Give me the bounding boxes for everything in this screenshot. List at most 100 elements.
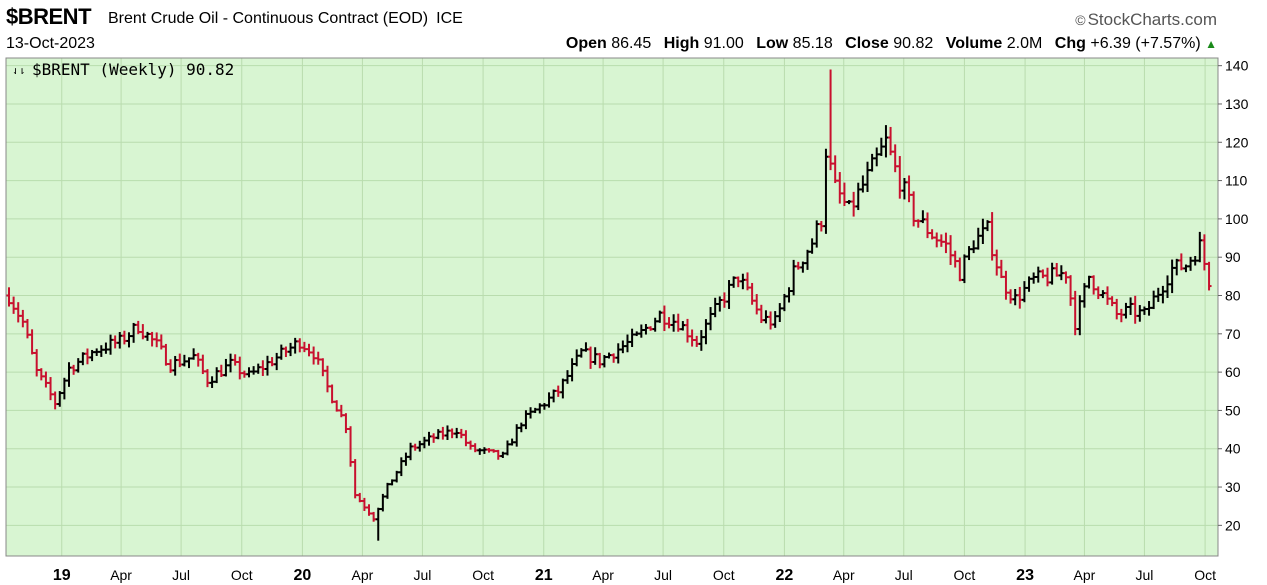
ohlc-bar: [569, 358, 575, 382]
ohlc-bar: [440, 426, 446, 440]
ohlc-bar: [1137, 305, 1143, 322]
ohlc-bar: [94, 348, 100, 356]
ohlc-bar: [412, 443, 418, 451]
ohlc-bar: [504, 440, 510, 456]
bar-chart-icon: ⇃⇂: [12, 64, 25, 77]
ohlc-bar: [860, 175, 866, 193]
brand-logo[interactable]: © StockCharts.com: [1075, 10, 1217, 30]
ohlc-bar: [1197, 231, 1203, 263]
ohlc-bar: [911, 191, 917, 227]
ohlc-bar: [906, 175, 912, 203]
brand-name: StockCharts.com: [1087, 10, 1217, 29]
ohlc-bar: [883, 125, 889, 158]
ohlc-bar: [29, 329, 35, 355]
ohlc-bar: [1072, 290, 1078, 336]
ohlc-bar: [869, 153, 875, 172]
ohlc-bar: [620, 340, 626, 354]
ohlc-bar: [126, 332, 132, 348]
ohlc-bar: [301, 341, 307, 353]
ohlc-bar: [486, 448, 492, 453]
ohlc-bar: [255, 363, 261, 374]
ohlc-bar: [943, 232, 949, 254]
ohlc-bar: [274, 352, 280, 371]
ohlc-bar: [320, 358, 326, 377]
ohlc-bar: [352, 459, 358, 499]
ohlc-bar: [260, 360, 266, 376]
ohlc-bar: [181, 354, 187, 367]
ohlc-bar: [708, 307, 714, 331]
ohlc-bar: [804, 249, 810, 270]
ohlc-bar: [472, 443, 478, 453]
ohlc-bar: [897, 156, 903, 199]
ohlc-bar: [1174, 258, 1180, 276]
ohlc-bar: [324, 365, 330, 393]
close-label: Close: [845, 35, 889, 52]
ohlc-bar: [144, 331, 150, 341]
ohlc-bar: [611, 353, 617, 363]
ohlc-bar: [564, 370, 570, 384]
ohlc-bar: [66, 362, 72, 387]
ohlc-bar: [218, 364, 224, 378]
ohlc-bar: [532, 407, 538, 414]
change-label: Chg: [1054, 35, 1086, 52]
ohlc-bar: [703, 319, 709, 345]
ohlc-bar: [481, 447, 487, 454]
ohlc-bar: [1017, 286, 1023, 309]
ohlc-bar: [588, 346, 594, 369]
ohlc-bar: [795, 261, 801, 270]
ohlc-bar: [994, 249, 1000, 276]
ohlc-bar: [80, 352, 86, 366]
ohlc-bar: [1003, 270, 1009, 300]
y-tick-label: 40: [1225, 441, 1241, 457]
ohlc-bar: [34, 349, 40, 377]
ohlc-bar: [15, 302, 21, 323]
ohlc-bar: [661, 305, 667, 332]
ohlc-bar: [380, 493, 386, 512]
y-tick-label: 30: [1225, 479, 1241, 495]
ohlc-bar: [929, 229, 935, 240]
x-tick-label: Oct: [472, 567, 494, 583]
ohlc-bar: [394, 470, 400, 483]
ohlc-bar: [560, 378, 566, 399]
ohlc-bar: [444, 425, 450, 440]
ohlc-bar: [615, 343, 621, 364]
x-tick-label: Apr: [110, 567, 132, 583]
ohlc-bar: [375, 507, 381, 541]
ohlc-bar: [168, 359, 174, 373]
y-tick-label: 120: [1225, 134, 1249, 150]
ohlc-bar: [89, 349, 95, 362]
ohlc-bar: [828, 69, 834, 171]
x-tick-label: Jul: [413, 567, 431, 583]
ohlc-bar: [403, 452, 409, 466]
volume-label: Volume: [945, 35, 1003, 52]
ohlc-bar: [348, 426, 354, 467]
ohlc-bar: [311, 346, 317, 365]
ohlc-bar: [292, 337, 298, 354]
ohlc-bar: [846, 200, 852, 205]
ohlc-bar: [1063, 271, 1069, 284]
ohlc-bar: [1151, 290, 1157, 310]
ohlc-bar: [786, 287, 792, 303]
ohlc-bar: [1169, 259, 1175, 294]
ohlc-bar: [1026, 276, 1032, 292]
ohlc-bar: [269, 357, 275, 367]
ohlc-bar: [583, 342, 589, 352]
ohlc-bar: [149, 331, 155, 347]
ohlc-bar: [768, 311, 774, 330]
ohlc-bar: [574, 349, 580, 367]
y-tick-label: 140: [1225, 58, 1249, 74]
ohlc-bar: [421, 436, 427, 449]
price-chart[interactable]: 20 30 40 50 60 70 80 90 100 110 120 130 140 19 Apr Jul…: [0, 56, 1267, 585]
ohlc-bar: [1188, 256, 1194, 271]
x-tick-label: Oct: [713, 567, 735, 583]
ohlc-bar: [892, 144, 898, 173]
ohlc-bar: [366, 504, 372, 516]
chart-header-quote: 13-Oct-2023 Open 86.45 High 91.00 Low 85…: [0, 34, 1267, 54]
ohlc-bar: [721, 292, 727, 308]
ohlc-bar: [251, 366, 257, 375]
ohlc-bar: [1128, 297, 1134, 315]
ohlc-bar: [601, 355, 607, 368]
ohlc-bar: [980, 218, 986, 244]
ohlc-bar: [957, 257, 963, 282]
ohlc-bar: [1118, 308, 1124, 323]
